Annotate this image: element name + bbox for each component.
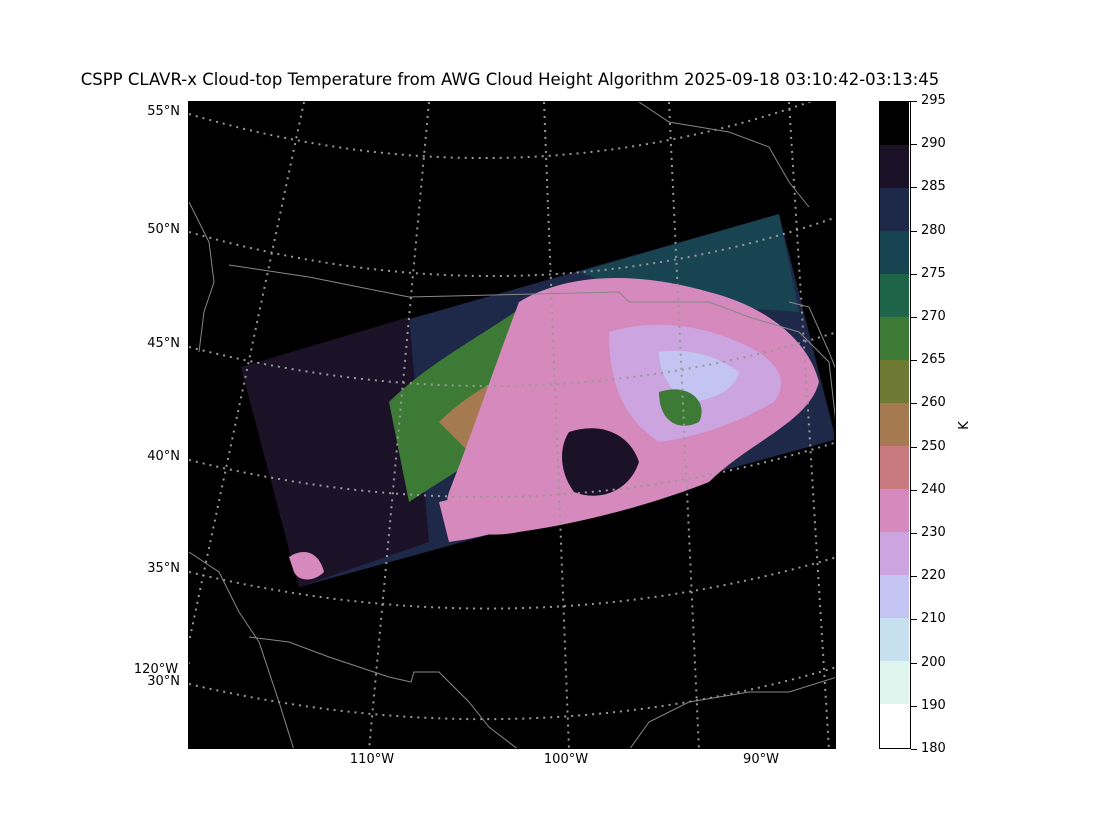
- colorbar-tick-label: 180: [921, 741, 946, 756]
- colorbar-band-240-250: [880, 446, 909, 490]
- map-panel: [188, 101, 836, 749]
- parallel-40n: [189, 441, 835, 498]
- colorbar-tick-label: 200: [921, 654, 946, 670]
- colorbar-tick-label: 285: [921, 179, 946, 195]
- parallel-55n: [189, 102, 813, 160]
- lat-label-35n: 35°N: [147, 561, 180, 576]
- colorbar-bands: [880, 102, 909, 747]
- lon-label-120w: 120°W: [133, 662, 179, 677]
- colorbar-tick: [911, 533, 917, 534]
- great-lakes: [788, 301, 835, 369]
- colorbar-band-190-200: [880, 661, 909, 705]
- colorbar-tick: [911, 273, 917, 275]
- cloud-lavender-core: [659, 350, 739, 402]
- colorbar-tick-label: 295: [921, 93, 946, 108]
- colorbar-band-275-280: [880, 231, 909, 275]
- cloud-dark-hole: [562, 428, 639, 496]
- colorbar-tick-label: 260: [921, 395, 946, 411]
- colorbar-band-220-230: [880, 532, 909, 576]
- parallel-35n: [189, 556, 835, 610]
- swath-dark-west: [241, 317, 429, 587]
- colorbar-band-290-295: [880, 102, 909, 146]
- colorbar-tick-label: 190: [921, 697, 946, 713]
- colorbar-tick: [911, 576, 917, 578]
- colorbar-tick-label: 220: [921, 568, 946, 584]
- lon-label-90w: 90°W: [743, 752, 779, 767]
- colorbar-band-180-190: [880, 704, 909, 747]
- colorbar-tick: [911, 705, 917, 707]
- colorbar-unit-label: K: [956, 421, 972, 430]
- colorbar-tick-label: 230: [921, 525, 946, 540]
- cloud-pink-south: [439, 495, 549, 542]
- colorbar-band-260-265: [880, 360, 909, 404]
- canada-coast-northeast: [638, 102, 810, 208]
- colorbar-tick: [911, 360, 917, 362]
- gulf-coast: [629, 677, 835, 748]
- meridian-115w: [189, 102, 305, 643]
- parallel-45n: [189, 331, 835, 388]
- baja-coast: [189, 551, 294, 748]
- graticule: [189, 102, 835, 748]
- pacific-coast: [189, 201, 215, 353]
- us-canada-border: [228, 264, 835, 419]
- us-mexico-border: [248, 636, 518, 748]
- colorbar-tick-label: 275: [921, 265, 946, 281]
- colorbar-tick: [911, 187, 917, 189]
- lat-label-50n: 50°N: [147, 222, 180, 237]
- colorbar-band-250-260: [880, 403, 909, 447]
- colorbar-band-270-275: [880, 274, 909, 318]
- colorbar-tick-label: 210: [921, 611, 946, 627]
- figure-title: CSPP CLAVR-x Cloud-top Temperature from …: [80, 70, 940, 89]
- colorbar-tick: [911, 144, 917, 146]
- lat-label-55n: 55°N: [147, 104, 180, 119]
- parallel-30n: [189, 666, 835, 721]
- lat-label-30n: 30°N: [147, 674, 180, 689]
- colorbar-tick: [911, 101, 917, 102]
- meridian-100w: [668, 102, 700, 748]
- colorbar-band-280-285: [880, 188, 909, 232]
- map-canvas: [189, 102, 835, 748]
- meridian-105w: [543, 102, 570, 748]
- lat-label-45n: 45°N: [147, 336, 180, 351]
- lon-label-110w: 110°W: [349, 752, 395, 767]
- colorbar-tick-label: 280: [921, 222, 946, 238]
- colorbar-tick: [911, 446, 917, 448]
- colorbar-band-210-220: [880, 575, 909, 619]
- colorbar-tick: [911, 489, 917, 491]
- colorbar-tick-label: 265: [921, 352, 946, 368]
- colorbar-band-230-240: [880, 489, 909, 533]
- colorbar-tick-label: 270: [921, 309, 946, 324]
- colorbar-band-265-270: [880, 317, 909, 361]
- colorbar-tick: [911, 662, 917, 664]
- cloud-green-east: [659, 389, 702, 426]
- cloud-pink-southwest: [289, 552, 324, 580]
- colorbar-band-285-290: [880, 145, 909, 189]
- lon-label-100w: 100°W: [543, 752, 589, 767]
- colorbar-tick: [911, 403, 917, 405]
- coastlines: [189, 102, 835, 748]
- colorbar-tick-label: 240: [921, 481, 946, 497]
- lat-label-40n: 40°N: [147, 449, 180, 464]
- colorbar-tick: [911, 619, 917, 621]
- colorbar-tick-label: 290: [921, 136, 946, 152]
- colorbar: [879, 101, 911, 749]
- colorbar-tick: [911, 230, 917, 232]
- colorbar-tick-label: 250: [921, 438, 946, 454]
- colorbar-tick: [911, 317, 917, 318]
- colorbar-tick: [911, 749, 917, 750]
- colorbar-band-200-210: [880, 618, 909, 662]
